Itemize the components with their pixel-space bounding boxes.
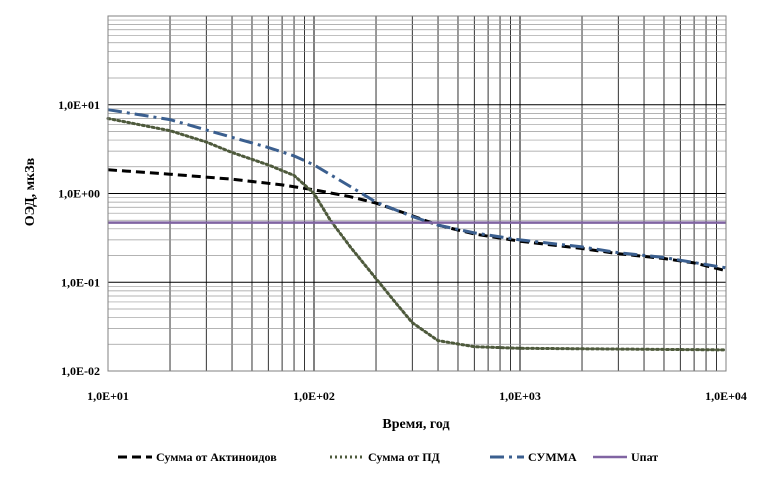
series-line-1 bbox=[107, 168, 727, 273]
legend-label-4: Uпат bbox=[631, 450, 658, 464]
series-line-2 bbox=[106, 117, 728, 352]
y-tick-label: 1,0E-02 bbox=[61, 364, 100, 378]
y-tick-label: 1,0E-01 bbox=[61, 275, 100, 289]
series-line-3 bbox=[107, 108, 727, 270]
y-tick-label: 1,0E+00 bbox=[58, 187, 100, 201]
x-tick-label: 1,0E+03 bbox=[499, 389, 541, 403]
x-tick-label: 1,0E+01 bbox=[87, 389, 129, 403]
legend-label-2: Сумма от ПД bbox=[368, 450, 441, 464]
legend-label-1: Сумма от Актиноидов bbox=[156, 450, 277, 464]
grid bbox=[108, 16, 726, 371]
legend: Сумма от Актиноидов Сумма от ПД СУММА Uпат bbox=[118, 450, 658, 464]
y-axis-title: ОЭД, мкЗв bbox=[23, 157, 38, 226]
y-axis-ticks: 1,0E-02 1,0E-01 1,0E+00 1,0E+01 bbox=[58, 98, 100, 378]
plot-frame bbox=[107, 15, 727, 372]
x-axis-title: Время, год bbox=[382, 417, 449, 432]
y-tick-label: 1,0E+01 bbox=[58, 98, 100, 112]
series-layer bbox=[106, 108, 728, 352]
legend-label-3: СУММА bbox=[528, 450, 577, 464]
x-tick-label: 1,0E+02 bbox=[293, 389, 335, 403]
x-tick-label: 1,0E+04 bbox=[705, 389, 747, 403]
x-axis-ticks: 1,0E+01 1,0E+02 1,0E+03 1,0E+04 bbox=[87, 389, 747, 403]
